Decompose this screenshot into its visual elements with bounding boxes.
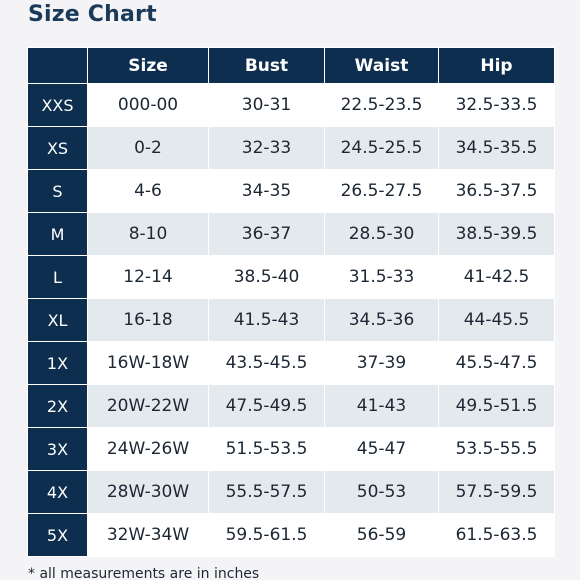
- cell-waist: 37-39: [324, 341, 439, 385]
- cell-waist: 34.5-36: [324, 298, 439, 342]
- row-label: 3X: [27, 427, 88, 471]
- cell-bust: 32-33: [208, 126, 325, 170]
- cell-hip: 34.5-35.5: [438, 126, 555, 170]
- cell-size: 32W-34W: [87, 513, 209, 557]
- table-row: 2X 20W-22W 47.5-49.5 41-43 49.5-51.5: [27, 384, 555, 428]
- table-row: XXS 000-00 30-31 22.5-23.5 32.5-33.5: [27, 83, 555, 127]
- page-title: Size Chart: [28, 2, 157, 27]
- table-row: XL 16-18 41.5-43 34.5-36 44-45.5: [27, 298, 555, 342]
- row-label: M: [27, 212, 88, 256]
- cell-hip: 45.5-47.5: [438, 341, 555, 385]
- cell-bust: 47.5-49.5: [208, 384, 325, 428]
- cell-bust: 43.5-45.5: [208, 341, 325, 385]
- cell-waist: 31.5-33: [324, 255, 439, 299]
- cell-bust: 59.5-61.5: [208, 513, 325, 557]
- cell-waist: 50-53: [324, 470, 439, 514]
- row-label: XXS: [27, 83, 88, 127]
- row-label: L: [27, 255, 88, 299]
- row-label: 5X: [27, 513, 88, 557]
- table-body: XXS 000-00 30-31 22.5-23.5 32.5-33.5 XS 0-2 32-…: [27, 83, 555, 557]
- cell-waist: 28.5-30: [324, 212, 439, 256]
- cell-size: 20W-22W: [87, 384, 209, 428]
- cell-hip: 61.5-63.5: [438, 513, 555, 557]
- table-row: 4X 28W-30W 55.5-57.5 50-53 57.5-59.5: [27, 470, 555, 514]
- row-label: S: [27, 169, 88, 213]
- cell-bust: 30-31: [208, 83, 325, 127]
- table-row: M 8-10 36-37 28.5-30 38.5-39.5: [27, 212, 555, 256]
- cell-hip: 57.5-59.5: [438, 470, 555, 514]
- table-row: 5X 32W-34W 59.5-61.5 56-59 61.5-63.5: [27, 513, 555, 557]
- cell-waist: 41-43: [324, 384, 439, 428]
- table-row: XS 0-2 32-33 24.5-25.5 34.5-35.5: [27, 126, 555, 170]
- header-corner-cell: [27, 47, 88, 84]
- size-chart-table: Size Bust Waist Hip XXS 000-00 30-31 22.5-2…: [27, 47, 555, 557]
- cell-size: 8-10: [87, 212, 209, 256]
- row-label: XS: [27, 126, 88, 170]
- cell-hip: 36.5-37.5: [438, 169, 555, 213]
- cell-hip: 38.5-39.5: [438, 212, 555, 256]
- cell-size: 16W-18W: [87, 341, 209, 385]
- cell-size: 4-6: [87, 169, 209, 213]
- cell-size: 12-14: [87, 255, 209, 299]
- cell-bust: 34-35: [208, 169, 325, 213]
- cell-bust: 38.5-40: [208, 255, 325, 299]
- table-row: 3X 24W-26W 51.5-53.5 45-47 53.5-55.5: [27, 427, 555, 471]
- row-label: 4X: [27, 470, 88, 514]
- cell-bust: 36-37: [208, 212, 325, 256]
- cell-size: 24W-26W: [87, 427, 209, 471]
- row-label: 1X: [27, 341, 88, 385]
- cell-hip: 32.5-33.5: [438, 83, 555, 127]
- table-header-row: Size Bust Waist Hip: [27, 47, 555, 84]
- cell-waist: 26.5-27.5: [324, 169, 439, 213]
- header-bust: Bust: [208, 47, 325, 84]
- header-hip: Hip: [438, 47, 555, 84]
- cell-hip: 53.5-55.5: [438, 427, 555, 471]
- cell-size: 0-2: [87, 126, 209, 170]
- cell-bust: 41.5-43: [208, 298, 325, 342]
- cell-waist: 56-59: [324, 513, 439, 557]
- row-label: 2X: [27, 384, 88, 428]
- table-row: 1X 16W-18W 43.5-45.5 37-39 45.5-47.5: [27, 341, 555, 385]
- cell-hip: 49.5-51.5: [438, 384, 555, 428]
- header-size: Size: [87, 47, 209, 84]
- cell-waist: 24.5-25.5: [324, 126, 439, 170]
- header-waist: Waist: [324, 47, 439, 84]
- cell-hip: 44-45.5: [438, 298, 555, 342]
- cell-size: 16-18: [87, 298, 209, 342]
- cell-waist: 45-47: [324, 427, 439, 471]
- cell-waist: 22.5-23.5: [324, 83, 439, 127]
- cell-hip: 41-42.5: [438, 255, 555, 299]
- cell-bust: 55.5-57.5: [208, 470, 325, 514]
- cell-size: 000-00: [87, 83, 209, 127]
- footnote: * all measurements are in inches: [28, 566, 260, 580]
- cell-bust: 51.5-53.5: [208, 427, 325, 471]
- table-row: L 12-14 38.5-40 31.5-33 41-42.5: [27, 255, 555, 299]
- table-row: S 4-6 34-35 26.5-27.5 36.5-37.5: [27, 169, 555, 213]
- cell-size: 28W-30W: [87, 470, 209, 514]
- row-label: XL: [27, 298, 88, 342]
